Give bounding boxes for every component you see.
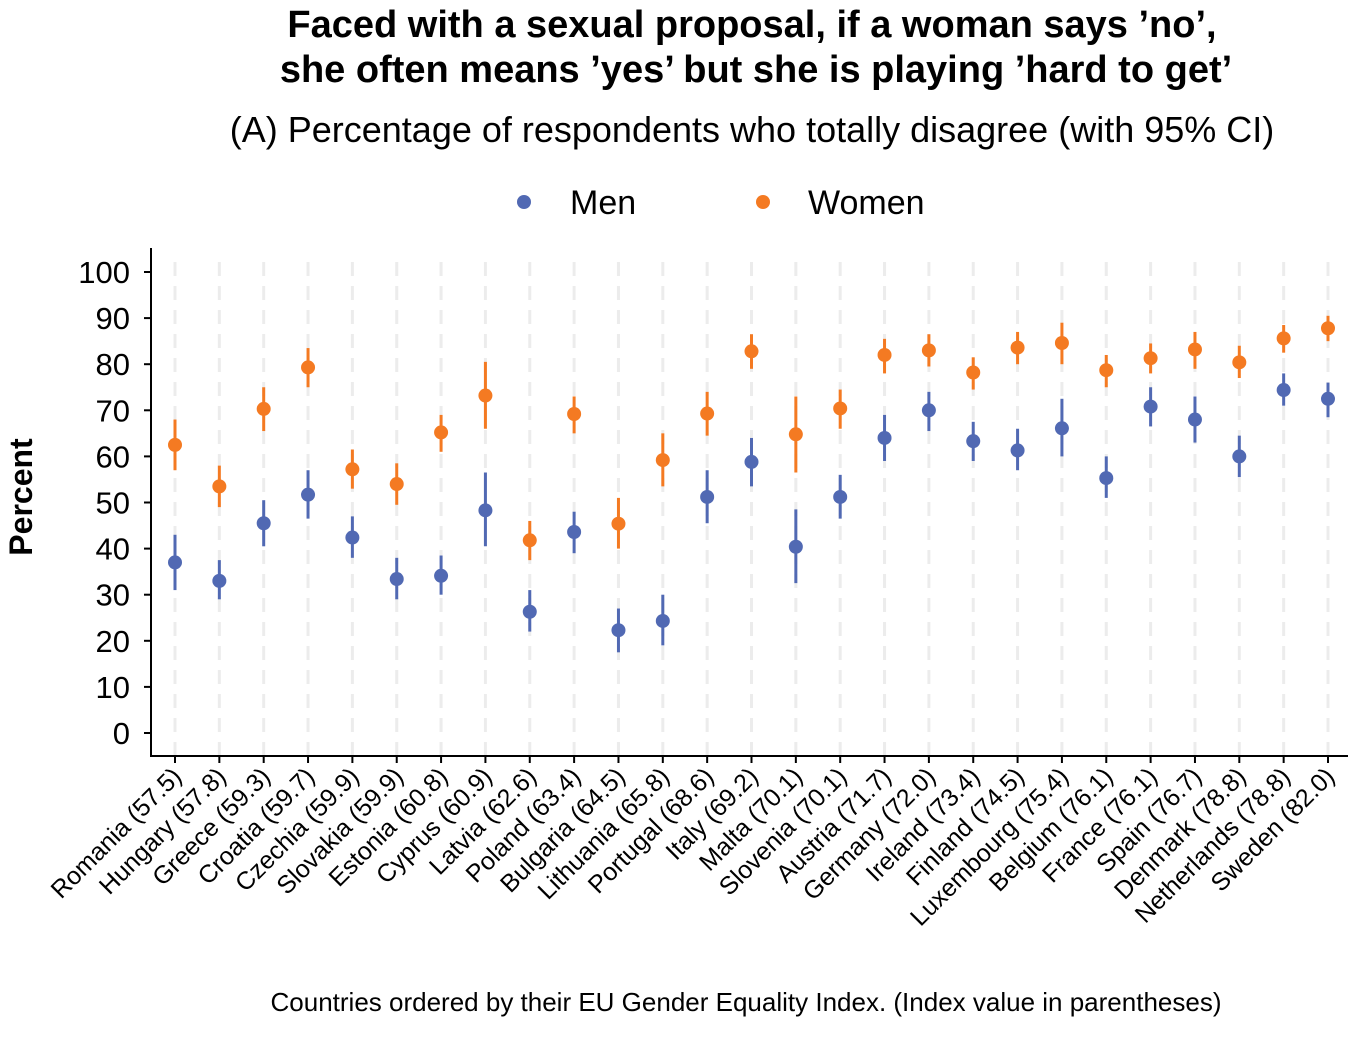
point-men [522, 604, 537, 619]
point-men [700, 489, 715, 504]
point-women [345, 462, 360, 477]
point-men [1010, 443, 1025, 458]
point-women [212, 479, 227, 494]
point-women [567, 406, 582, 421]
point-men [478, 503, 493, 518]
point-women [877, 347, 892, 362]
point-women [655, 453, 670, 468]
legend-label-men: Men [570, 184, 636, 222]
chart-title-line1: Faced with a sexual proposal, if a woman… [287, 4, 1216, 46]
point-women [1187, 342, 1202, 357]
point-men [1054, 421, 1069, 436]
y-tick-label: 50 [96, 486, 130, 521]
point-women [168, 437, 182, 452]
point-women [966, 365, 981, 380]
point-women [256, 401, 271, 416]
y-tick-label: 100 [78, 255, 130, 290]
y-ticks: 0 10 20 30 40 50 60 70 80 90 100 [78, 255, 151, 751]
legend-marker-women [756, 195, 770, 209]
point-men [301, 487, 316, 502]
y-tick-label: 20 [96, 624, 130, 659]
chart-subtitle: (A) Percentage of respondents who totall… [230, 109, 1275, 150]
data-marks [168, 315, 1335, 653]
point-men [966, 434, 981, 449]
point-men [877, 430, 892, 445]
legend-label-women: Women [808, 184, 925, 222]
x-axis-label: Countries ordered by their EU Gender Equ… [271, 987, 1222, 1017]
point-women [1232, 355, 1247, 370]
chart-title-line2: she often means ’yes’ but she is playing… [280, 49, 1232, 91]
y-tick-label: 80 [96, 347, 130, 382]
point-men [1321, 391, 1335, 406]
point-women [744, 344, 759, 359]
y-tick-label: 70 [96, 393, 130, 428]
point-women [700, 406, 715, 421]
y-tick-label: 60 [96, 439, 130, 474]
point-men [212, 573, 227, 588]
point-men [256, 516, 271, 531]
point-men [168, 555, 182, 570]
point-women [1010, 340, 1025, 355]
point-men [1099, 471, 1114, 486]
point-women [478, 388, 493, 403]
point-men [1143, 399, 1158, 414]
point-women [434, 425, 449, 440]
legend: Men Women [517, 184, 925, 222]
point-men [833, 489, 848, 504]
y-tick-label: 40 [96, 532, 130, 567]
y-axis-label: Percent [3, 438, 39, 556]
point-men [389, 572, 404, 587]
point-men [434, 568, 449, 583]
point-men [1276, 383, 1291, 398]
point-women [301, 360, 316, 375]
point-men [567, 525, 582, 540]
point-men [788, 539, 803, 554]
point-women [1143, 351, 1158, 366]
point-men [345, 530, 360, 545]
point-women [788, 427, 803, 442]
point-men [1187, 412, 1202, 427]
point-women [1054, 335, 1069, 350]
y-tick-label: 10 [96, 670, 130, 705]
legend-marker-men [517, 195, 531, 209]
y-tick-label: 90 [96, 301, 130, 336]
point-women [921, 343, 936, 358]
point-women [522, 533, 537, 548]
x-ticks: Romania (57.5)Hungary (57.8)Greece (59.3… [46, 756, 1340, 932]
y-tick-label: 0 [113, 716, 130, 751]
point-men [655, 613, 670, 628]
point-men [1232, 449, 1247, 464]
y-tick-label: 30 [96, 578, 130, 613]
axes [150, 248, 1348, 757]
point-men [921, 403, 936, 418]
point-men [611, 623, 626, 638]
point-men [744, 454, 759, 469]
point-women [833, 401, 848, 416]
point-women [389, 477, 404, 492]
point-women [1276, 331, 1291, 346]
point-women [611, 516, 626, 531]
point-women [1321, 321, 1335, 336]
point-women [1099, 363, 1114, 378]
